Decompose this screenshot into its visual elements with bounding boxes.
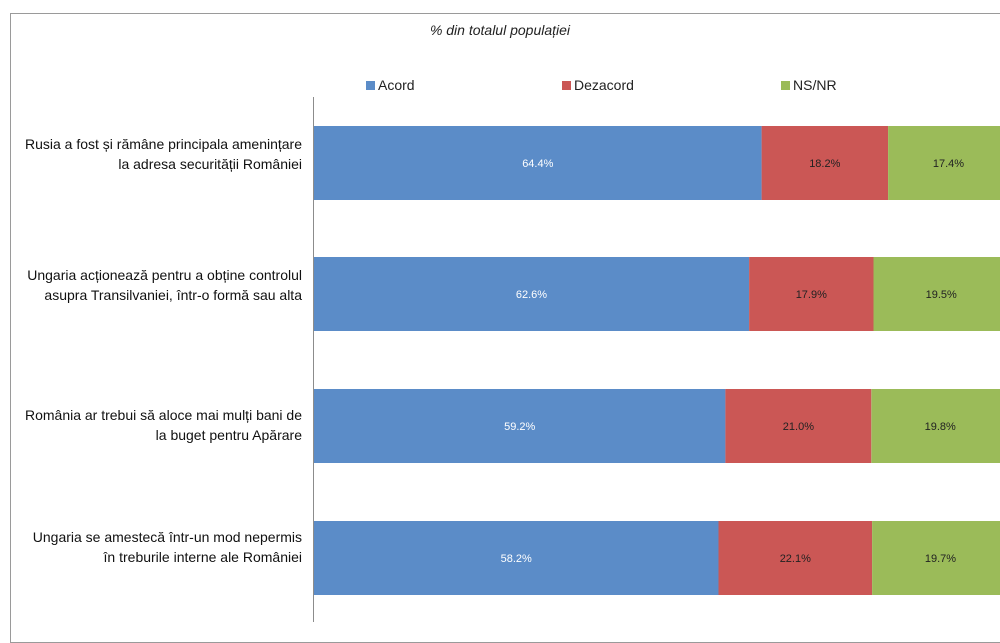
- data-label-acord-3: 59.2%: [504, 421, 535, 433]
- data-label-dezacord-3: 21.0%: [783, 421, 814, 433]
- data-label-dezacord-2: 17.9%: [796, 289, 827, 301]
- data-label-acord-4: 58.2%: [501, 553, 532, 565]
- data-label-acord-2: 62.6%: [516, 289, 547, 301]
- data-label-nsnr-2: 19.5%: [926, 289, 957, 301]
- data-label-nsnr-1: 17.4%: [933, 158, 964, 170]
- data-label-acord-1: 64.4%: [522, 158, 553, 170]
- data-label-dezacord-4: 22.1%: [780, 553, 811, 565]
- data-label-nsnr-4: 19.7%: [925, 553, 956, 565]
- data-label-dezacord-1: 18.2%: [809, 158, 840, 170]
- data-label-nsnr-3: 19.8%: [925, 421, 956, 433]
